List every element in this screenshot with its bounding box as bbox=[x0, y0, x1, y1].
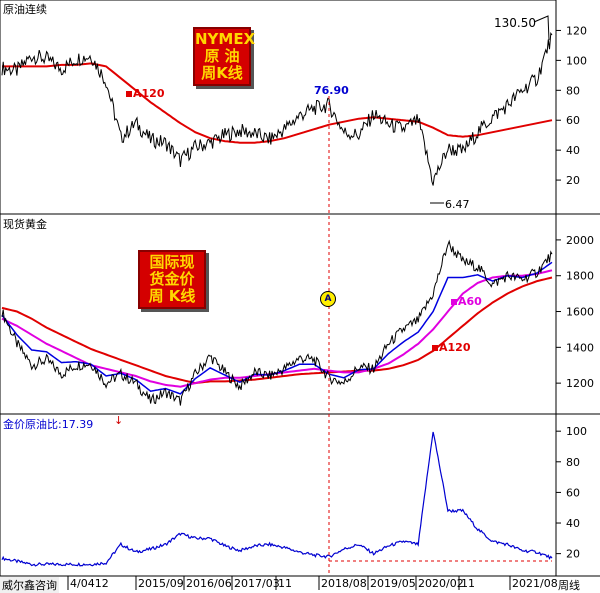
x-tick-label: 2019/05 bbox=[370, 577, 416, 590]
y-tick-label: 120 bbox=[566, 24, 587, 37]
footer-source: 威尔鑫咨询 bbox=[0, 577, 59, 593]
oil-badge-line3: 周K线 bbox=[201, 64, 243, 82]
x-tick-label: 11 bbox=[278, 577, 292, 590]
y-tick-label: 20 bbox=[566, 174, 580, 187]
footer-period: 周线 bbox=[558, 579, 580, 592]
gold-badge: 国际现 货金价 周 K线 bbox=[138, 250, 206, 309]
y-tick-label: 1600 bbox=[566, 306, 594, 319]
x-tick-label: 2017/03 bbox=[234, 577, 280, 590]
oil-ma120-label: A120 bbox=[133, 87, 165, 100]
ma120-square-icon bbox=[126, 91, 132, 97]
y-tick-label: 60 bbox=[566, 114, 580, 127]
ratio-down-arrow: ↓ bbox=[114, 414, 124, 427]
y-tick-label: 60 bbox=[566, 486, 580, 499]
x-tick-label: 2021/08 bbox=[512, 577, 558, 590]
x-tick-label: 11 bbox=[461, 577, 475, 590]
gold-price-line bbox=[1, 239, 553, 406]
y-tick-label: 100 bbox=[566, 425, 587, 438]
ratio-line bbox=[1, 431, 553, 567]
chart-frame bbox=[0, 0, 557, 577]
y-tick-label: 2000 bbox=[566, 234, 594, 247]
y-tick-label: 1800 bbox=[566, 270, 594, 283]
gold-panel-title: 现货黄金 bbox=[3, 218, 47, 231]
ratio-panel-title: 金价原油比:17.39 bbox=[3, 418, 94, 431]
oil-badge-line1: NYMEX bbox=[195, 30, 256, 48]
ma60-square-icon bbox=[451, 299, 457, 305]
oil-high-leader bbox=[533, 15, 550, 41]
y-tick-label: 40 bbox=[566, 144, 580, 157]
oil-high-label: 130.50 bbox=[494, 16, 536, 30]
gold-ma120-label: A120 bbox=[439, 341, 471, 354]
y-tick-label: 1200 bbox=[566, 377, 594, 390]
x-tick-label: 2020/02 bbox=[418, 577, 464, 590]
x-tick-label: 4/0412 bbox=[70, 577, 109, 590]
x-tick-label: 2018/08 bbox=[321, 577, 367, 590]
gold-ma120-line bbox=[1, 276, 553, 385]
oil-peak-label: 76.90 bbox=[314, 84, 349, 97]
y-tick-label: 100 bbox=[566, 54, 587, 67]
y-tick-label: 1400 bbox=[566, 341, 594, 354]
y-tick-label: 40 bbox=[566, 517, 580, 530]
oil-badge-line2: 原 油 bbox=[204, 47, 240, 65]
oil-ma120-line bbox=[2, 62, 553, 144]
gold-ma60-line bbox=[1, 269, 553, 388]
oil-low-label: 6.47 bbox=[445, 198, 470, 211]
x-tick-label: 2016/06 bbox=[186, 577, 232, 590]
oil-panel-title: 原油连续 bbox=[3, 3, 47, 16]
gold-badge-line2: 货金价 bbox=[149, 270, 195, 288]
x-tick-label: 2015/09 bbox=[138, 577, 184, 590]
oil-badge: NYMEX 原 油 周K线 bbox=[193, 27, 256, 86]
gold-badge-line3: 周 K线 bbox=[148, 287, 196, 305]
oil-ma120-tag: A120 bbox=[126, 87, 164, 100]
y-tick-label: 80 bbox=[566, 84, 580, 97]
y-tick-label: 80 bbox=[566, 456, 580, 469]
gold-ma120-tag: A120 bbox=[432, 341, 470, 354]
gold-ma60-tag: A60 bbox=[451, 295, 482, 308]
marker-a-icon: A bbox=[320, 291, 336, 307]
gold-badge-line1: 国际现 bbox=[149, 253, 195, 271]
y-tick-label: 20 bbox=[566, 548, 580, 561]
ma120-square-icon bbox=[432, 345, 438, 351]
gold-ma60-label: A60 bbox=[458, 295, 482, 308]
oil-price-line bbox=[1, 31, 553, 186]
